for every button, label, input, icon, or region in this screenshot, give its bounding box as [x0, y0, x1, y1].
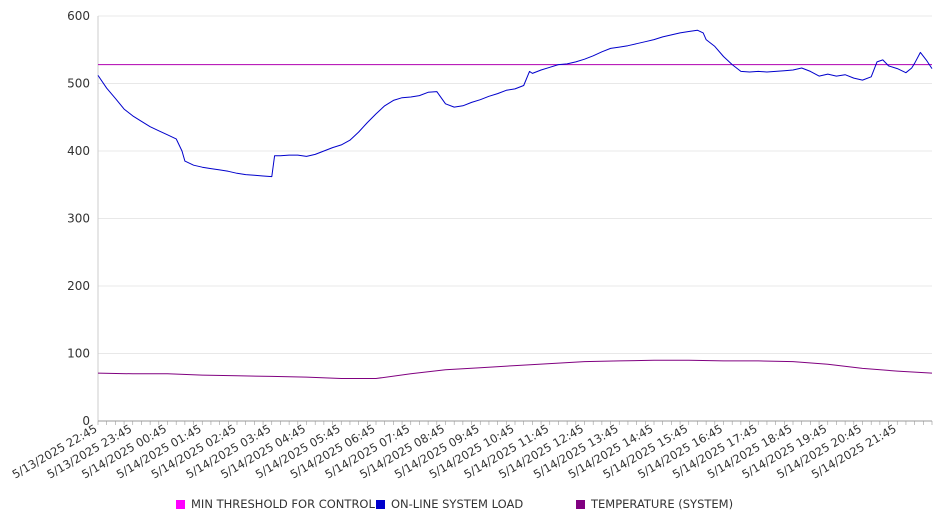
y-tick-label: 400 [67, 144, 90, 158]
legend-swatch-purple [576, 499, 585, 509]
legend: MIN THRESHOLD FOR CONTROL ON-LINE SYSTEM… [0, 497, 946, 515]
legend-swatch-magenta [176, 499, 185, 509]
legend-label: ON-LINE SYSTEM LOAD [391, 497, 524, 511]
legend-item-min-threshold[interactable]: MIN THRESHOLD FOR CONTROL [176, 497, 375, 511]
y-axis-ticks: 0 100 200 300 400 500 600 [67, 9, 90, 428]
y-tick-label: 100 [67, 347, 90, 361]
grid-lines [98, 15, 932, 354]
legend-swatch-blue [376, 499, 385, 509]
y-tick-label: 500 [67, 77, 90, 91]
y-tick-label: 300 [67, 212, 90, 226]
x-axis-ticks: 5/13/2025 22:455/13/2025 23:455/14/2025 … [10, 421, 899, 481]
y-tick-label: 0 [82, 414, 90, 428]
legend-label: TEMPERATURE (SYSTEM) [591, 497, 734, 511]
axes [97, 16, 933, 425]
legend-item-system-load[interactable]: ON-LINE SYSTEM LOAD [376, 497, 523, 511]
y-tick-label: 200 [67, 279, 90, 293]
system-load-line [97, 29, 933, 178]
temperature-line [97, 359, 933, 379]
legend-label: MIN THRESHOLD FOR CONTROL [191, 497, 375, 511]
y-tick-label: 600 [67, 9, 90, 23]
legend-item-temperature[interactable]: TEMPERATURE (SYSTEM) [576, 497, 733, 511]
series-lines [97, 29, 933, 379]
